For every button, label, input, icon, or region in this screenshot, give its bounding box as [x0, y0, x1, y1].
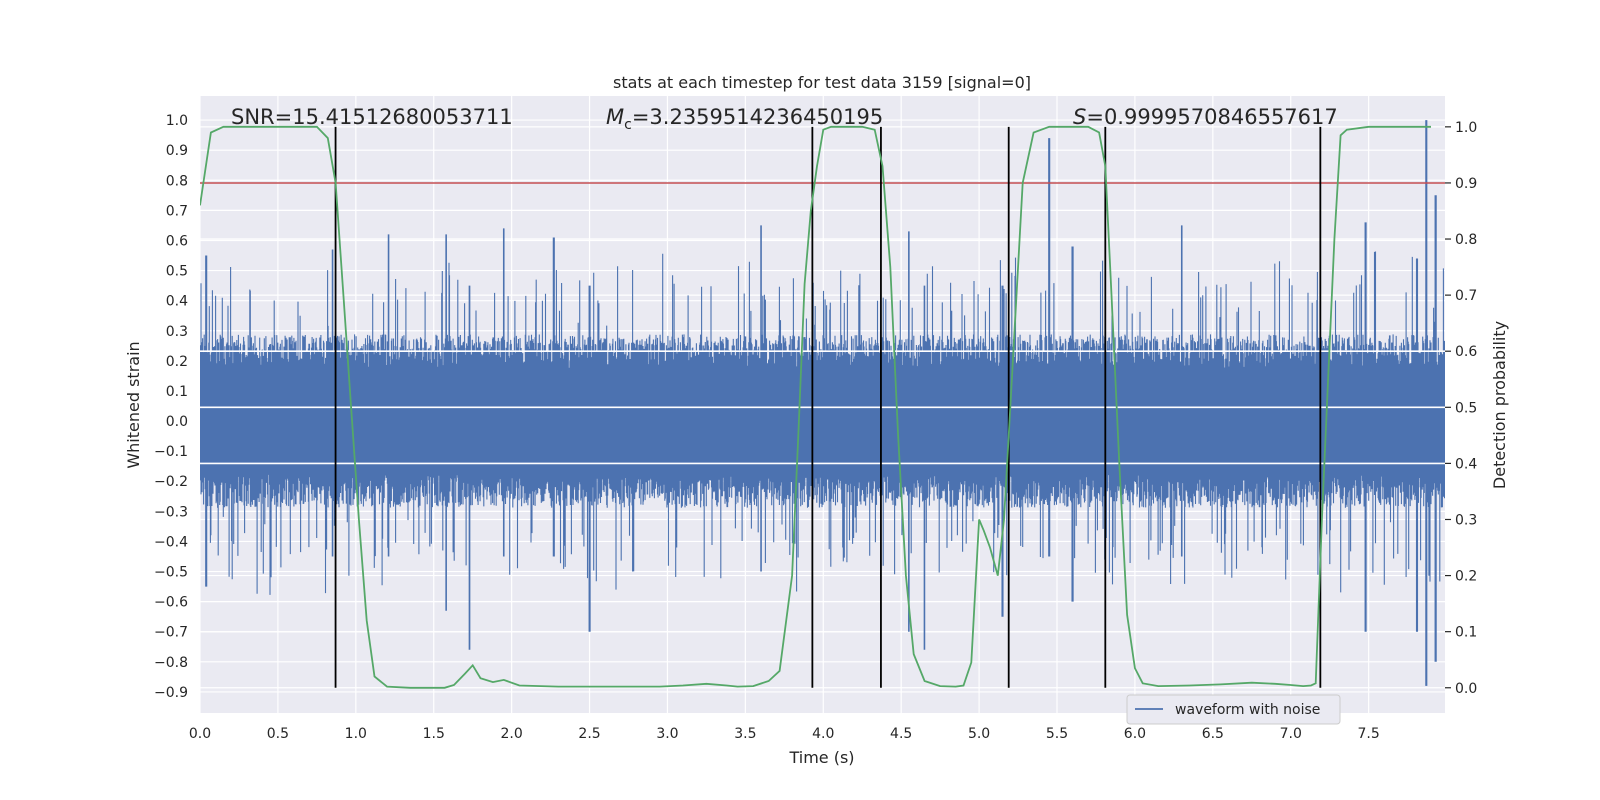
y-tick-label: 0.6 — [166, 233, 188, 249]
mc-value: =3.2359514236450195 — [632, 105, 883, 129]
legend-box — [1126, 694, 1341, 725]
x-tick-label: 2.5 — [578, 726, 600, 742]
y2-tick-label: 0.3 — [1455, 512, 1477, 528]
y-tick-label: −0.6 — [154, 595, 188, 611]
y-tick-label: 0.7 — [166, 203, 188, 219]
y2-axis-ticks: 1.0 0.9 0.8 0.7 0.6 0.5 0.4 0.3 0.2 0.1 0.0 — [1445, 120, 1477, 697]
y-tick-label: 0.5 — [166, 264, 188, 280]
x-tick-label: 4.0 — [812, 726, 834, 742]
right-grid-overlay — [200, 350, 1445, 465]
x-tick-label: 0.0 — [189, 726, 211, 742]
y2-tick-label: 0.5 — [1455, 400, 1477, 416]
snr-annotation: SNR=15.41512680053711 — [231, 105, 513, 129]
mc-annotation: Mc=3.2359514236450195 — [606, 105, 883, 133]
y-tick-label: −0.3 — [154, 504, 188, 520]
s-symbol: S — [1073, 105, 1086, 129]
y-tick-label: 0.3 — [166, 324, 188, 340]
y2-tick-label: 0.8 — [1455, 232, 1477, 248]
y2-tick-label: 0.4 — [1455, 456, 1477, 472]
x-tick-label: 0.5 — [267, 726, 289, 742]
y-tick-label: 0.1 — [166, 384, 188, 400]
y-tick-label: −0.7 — [154, 625, 188, 641]
s-value: =0.9999570846557617 — [1086, 105, 1337, 129]
waveform-series — [200, 120, 1445, 686]
y-tick-label: −0.9 — [154, 685, 188, 701]
y2-tick-label: 0.2 — [1455, 569, 1477, 585]
y-tick-label: 0.4 — [166, 294, 188, 310]
y-tick-label: −0.1 — [154, 444, 188, 460]
x-tick-label: 1.0 — [345, 726, 367, 742]
legend: waveform with noise — [1126, 694, 1341, 725]
y-tick-label: −0.4 — [154, 534, 188, 550]
x-tick-label: 5.0 — [968, 726, 990, 742]
x-axis-ticks: 0.0 0.5 1.0 1.5 2.0 2.5 3.0 3.5 4.0 4.5 5.0 5.5 6.0 6… — [189, 726, 1380, 742]
y-tick-label: −0.2 — [154, 474, 188, 490]
y2-tick-label: 0.9 — [1455, 176, 1477, 192]
y-tick-label: 0.9 — [166, 143, 188, 159]
y2-tick-label: 0.6 — [1455, 344, 1477, 360]
y-tick-label: −0.5 — [154, 565, 188, 581]
y-tick-label: 1.0 — [166, 113, 188, 129]
x-tick-label: 1.5 — [423, 726, 445, 742]
y-axis-ticks: 1.0 0.9 0.8 0.7 0.6 0.5 0.4 0.3 0.2 0.1 0.0 −0.1 −0.… — [154, 113, 188, 701]
x-axis-label: Time (s) — [788, 748, 854, 767]
x-tick-label: 4.5 — [890, 726, 912, 742]
y2-tick-label: 0.7 — [1455, 288, 1477, 304]
x-tick-label: 7.5 — [1358, 726, 1380, 742]
mc-subscript: c — [624, 117, 632, 133]
y-tick-label: 0.8 — [166, 173, 188, 189]
x-tick-label: 3.5 — [734, 726, 756, 742]
y2-tick-label: 1.0 — [1455, 120, 1477, 136]
x-tick-label: 3.0 — [656, 726, 678, 742]
y2-axis-label: Detection probability — [1490, 321, 1509, 489]
y-tick-label: 0.0 — [166, 414, 188, 430]
legend-label-waveform: waveform with noise — [1175, 702, 1320, 718]
probability-line — [200, 125, 1431, 689]
x-tick-label: 6.0 — [1124, 726, 1146, 742]
x-tick-label: 6.5 — [1202, 726, 1224, 742]
event-lines — [334, 126, 1322, 688]
s-annotation: S=0.9999570846557617 — [1073, 105, 1338, 129]
x-tick-label: 5.5 — [1046, 726, 1068, 742]
y-tick-label: 0.2 — [166, 354, 188, 370]
mc-symbol: M — [606, 105, 624, 129]
y-axis-label: Whitened strain — [124, 341, 143, 468]
y2-tick-label: 0.0 — [1455, 681, 1477, 697]
x-tick-label: 2.0 — [501, 726, 523, 742]
x-tick-label: 7.0 — [1280, 726, 1302, 742]
waveform-trace — [200, 120, 1445, 686]
chart-title: stats at each timestep for test data 315… — [613, 73, 1031, 92]
y2-tick-label: 0.1 — [1455, 625, 1477, 641]
y-tick-label: −0.8 — [154, 655, 188, 671]
